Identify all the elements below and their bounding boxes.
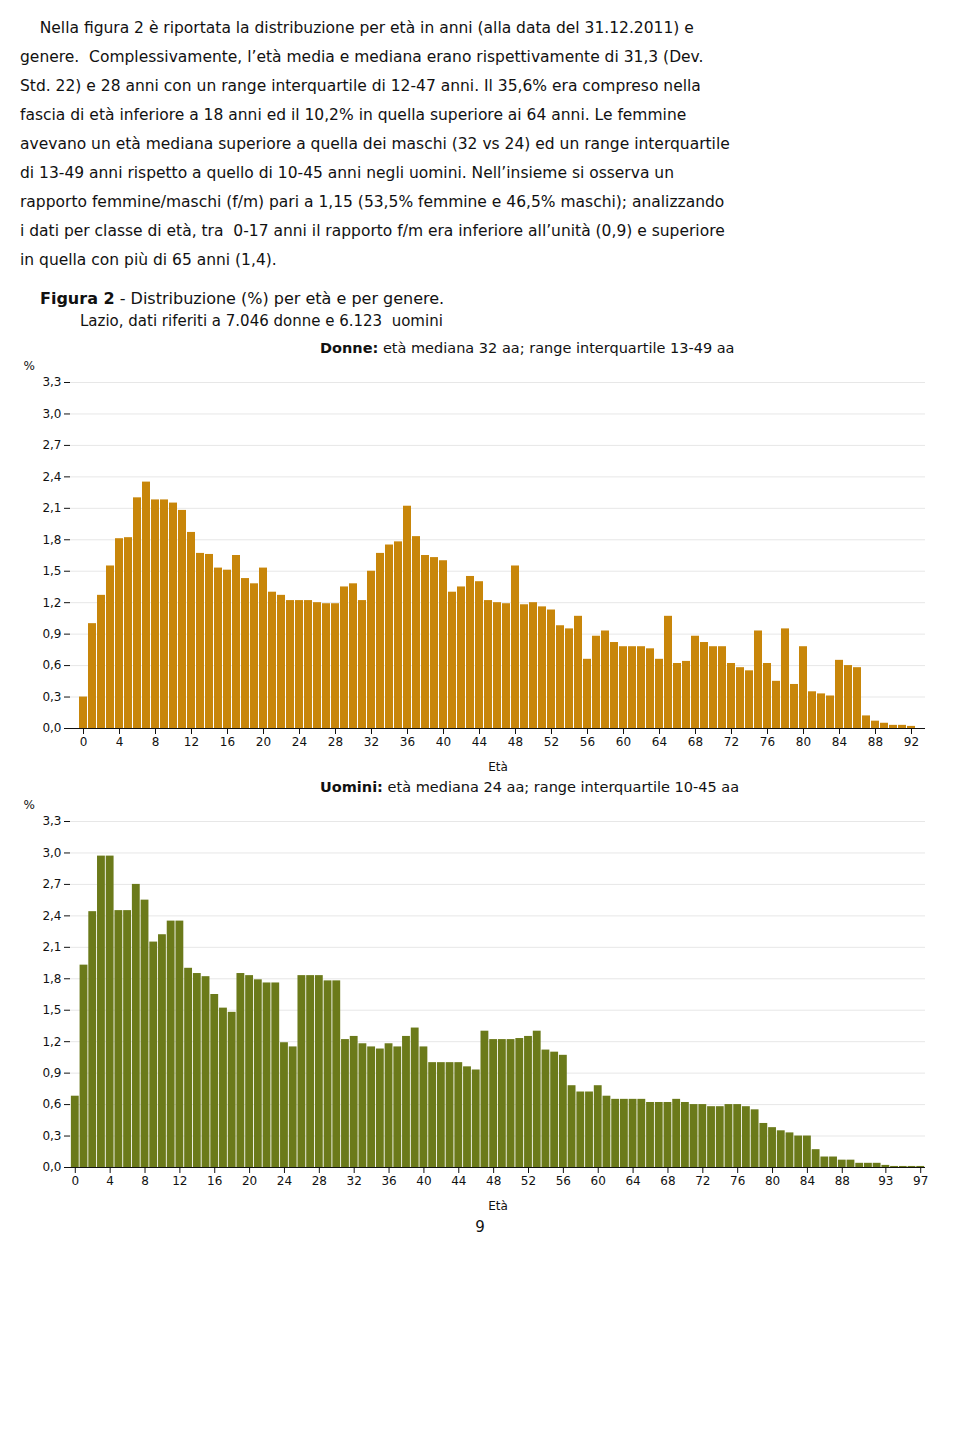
svg-text:52: 52 <box>521 1174 536 1188</box>
svg-text:%: % <box>24 359 35 373</box>
svg-text:56: 56 <box>580 735 595 749</box>
svg-text:80: 80 <box>765 1174 780 1188</box>
html-text:Donne: età mediana 32 aa; rang: Donne: età mediana 32 aa; range interqua… <box>320 340 735 356</box>
svg-text:1,8: 1,8 <box>42 533 61 547</box>
svg-text:4: 4 <box>106 1174 114 1188</box>
svg-text:8: 8 <box>152 735 160 749</box>
svg-text:88: 88 <box>835 1174 850 1188</box>
svg-text:36: 36 <box>400 735 415 749</box>
svg-text:0,9: 0,9 <box>42 1066 61 1080</box>
svg-text:0,6: 0,6 <box>42 658 61 672</box>
svg-text:88: 88 <box>868 735 883 749</box>
svg-text:0,3: 0,3 <box>42 690 61 704</box>
html-text:di 13-49 anni rispetto a quell: di 13-49 anni rispetto a quello di 10-45… <box>20 164 674 182</box>
svg-text:16: 16 <box>207 1174 222 1188</box>
svg-text:28: 28 <box>328 735 343 749</box>
svg-text:16: 16 <box>220 735 235 749</box>
svg-text:56: 56 <box>556 1174 571 1188</box>
svg-text:0,3: 0,3 <box>42 1129 61 1143</box>
svg-text:0,0: 0,0 <box>42 721 61 735</box>
svg-text:40: 40 <box>436 735 451 749</box>
svg-text:1,5: 1,5 <box>42 1003 61 1017</box>
svg-text:3,0: 3,0 <box>42 846 61 860</box>
svg-text:3,3: 3,3 <box>42 375 61 389</box>
svg-text:48: 48 <box>508 735 523 749</box>
svg-text:2,7: 2,7 <box>42 877 61 891</box>
html-text:9: 9 <box>475 1218 485 1236</box>
svg-text:12: 12 <box>172 1174 187 1188</box>
svg-text:36: 36 <box>381 1174 396 1188</box>
svg-text:97: 97 <box>913 1174 928 1188</box>
svg-text:1,5: 1,5 <box>42 564 61 578</box>
svg-text:84: 84 <box>800 1174 815 1188</box>
svg-text:44: 44 <box>451 1174 466 1188</box>
svg-text:2,4: 2,4 <box>42 909 61 923</box>
svg-text:1,8: 1,8 <box>42 972 61 986</box>
html-text:Nella figura 2 è riportata la: Nella figura 2 è riportata la distribuzi… <box>20 19 694 37</box>
html-text:Figura 2 - Distribuzione (%) p: Figura 2 - Distribuzione (%) per età e p… <box>40 289 445 308</box>
svg-text:72: 72 <box>724 735 739 749</box>
svg-text:28: 28 <box>312 1174 327 1188</box>
svg-text:0,9: 0,9 <box>42 627 61 641</box>
svg-text:32: 32 <box>347 1174 362 1188</box>
svg-text:0: 0 <box>80 735 88 749</box>
svg-text:2,1: 2,1 <box>42 940 61 954</box>
svg-text:20: 20 <box>242 1174 257 1188</box>
svg-text:0,0: 0,0 <box>42 1160 61 1174</box>
html-text:i dati per classe di età, tra: i dati per classe di età, tra 0-17 anni … <box>20 222 725 240</box>
svg-text:20: 20 <box>256 735 271 749</box>
svg-text:52: 52 <box>544 735 559 749</box>
svg-text:64: 64 <box>652 735 667 749</box>
svg-text:2,4: 2,4 <box>42 470 61 484</box>
svg-text:76: 76 <box>760 735 775 749</box>
svg-text:1,2: 1,2 <box>42 596 61 610</box>
svg-text:60: 60 <box>616 735 631 749</box>
svg-text:2,7: 2,7 <box>42 438 61 452</box>
svg-text:24: 24 <box>277 1174 292 1188</box>
svg-text:68: 68 <box>688 735 703 749</box>
html-text:Uomini: età mediana 24 aa; ran: Uomini: età mediana 24 aa; range interqu… <box>320 779 740 795</box>
svg-text:1,2: 1,2 <box>42 1035 61 1049</box>
svg-text:76: 76 <box>730 1174 745 1188</box>
html-text:Std. 22) e 28 anni con un rang: Std. 22) e 28 anni con un range interqua… <box>20 77 701 95</box>
svg-text:68: 68 <box>660 1174 675 1188</box>
svg-text:24: 24 <box>292 735 307 749</box>
svg-text:84: 84 <box>832 735 847 749</box>
svg-text:48: 48 <box>486 1174 501 1188</box>
svg-text:32: 32 <box>364 735 379 749</box>
svg-text:Età: Età <box>488 1199 508 1213</box>
svg-text:8: 8 <box>141 1174 149 1188</box>
svg-text:3,0: 3,0 <box>42 407 61 421</box>
svg-text:4: 4 <box>116 735 124 749</box>
svg-text:0: 0 <box>71 1174 79 1188</box>
svg-text:80: 80 <box>796 735 811 749</box>
svg-text:60: 60 <box>591 1174 606 1188</box>
html-text:in quella con più di 65 anni (: in quella con più di 65 anni (1,4). <box>20 251 277 269</box>
svg-text:72: 72 <box>695 1174 710 1188</box>
svg-text:0,6: 0,6 <box>42 1097 61 1111</box>
svg-text:3,3: 3,3 <box>42 814 61 828</box>
html-text:Lazio, dati riferiti a 7.046 d: Lazio, dati riferiti a 7.046 donne e 6.1… <box>80 312 443 330</box>
html-text:rapporto femmine/maschi (f/m): rapporto femmine/maschi (f/m) pari a 1,1… <box>20 193 725 211</box>
svg-text:93: 93 <box>878 1174 893 1188</box>
html-text:avevano un età mediana superio: avevano un età mediana superiore a quell… <box>20 135 730 153</box>
html-text:fascia di età inferiore a 18 a: fascia di età inferiore a 18 anni ed il … <box>20 106 687 124</box>
svg-text:%: % <box>24 798 35 812</box>
svg-text:Età: Età <box>488 760 508 774</box>
svg-text:92: 92 <box>904 735 919 749</box>
svg-text:2,1: 2,1 <box>42 501 61 515</box>
html-text:genere. Complessivamente, l’et: genere. Complessivamente, l’età media e … <box>20 48 704 66</box>
svg-text:40: 40 <box>416 1174 431 1188</box>
svg-text:44: 44 <box>472 735 487 749</box>
svg-text:12: 12 <box>184 735 199 749</box>
svg-text:64: 64 <box>625 1174 640 1188</box>
